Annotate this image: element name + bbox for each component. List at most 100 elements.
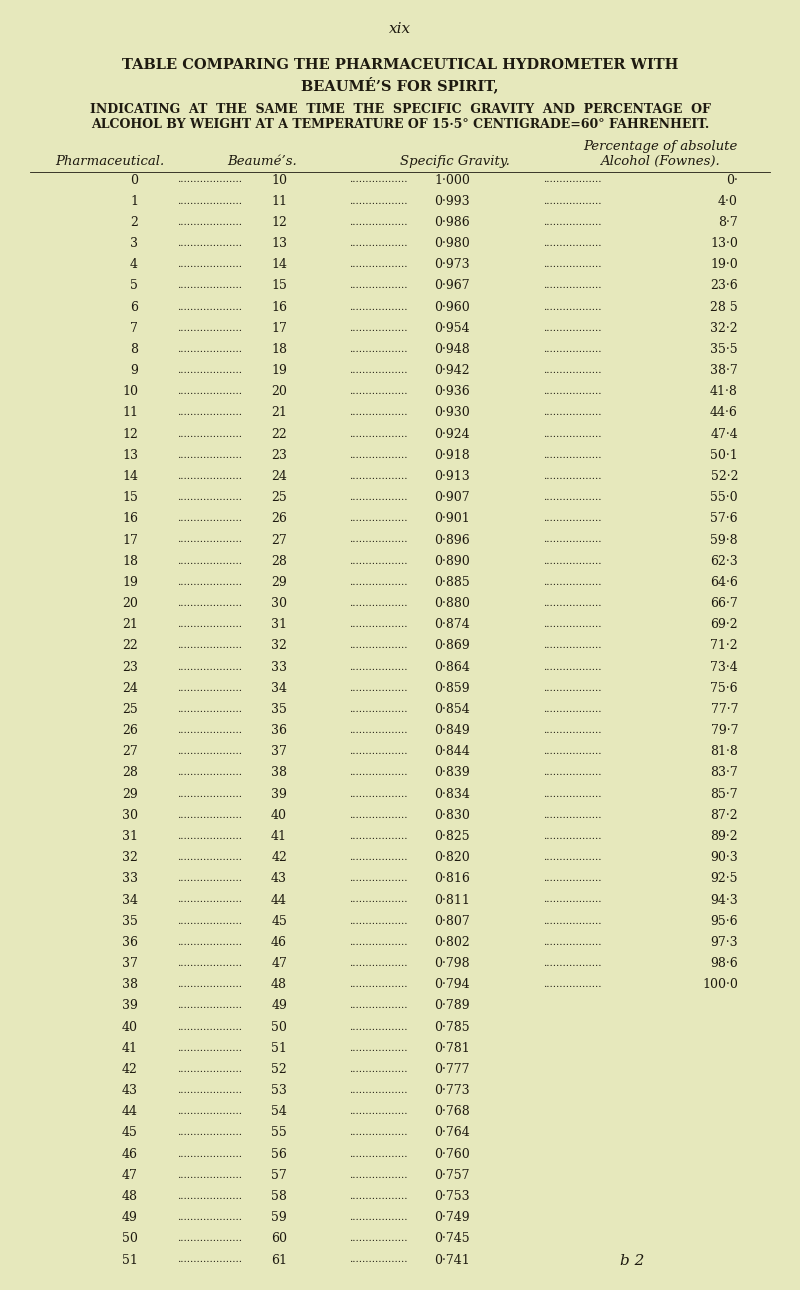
Text: 0·798: 0·798 bbox=[434, 957, 470, 970]
Text: 55: 55 bbox=[271, 1126, 287, 1139]
Text: ..................: .................. bbox=[542, 218, 602, 227]
Text: 36: 36 bbox=[271, 724, 287, 737]
Text: 12: 12 bbox=[122, 427, 138, 441]
Text: 0·930: 0·930 bbox=[434, 406, 470, 419]
Text: 31: 31 bbox=[271, 618, 287, 631]
Text: ....................: .................... bbox=[178, 1066, 242, 1073]
Text: ALCOHOL BY WEIGHT AT A TEMPERATURE OF 15·5° CENTIGRADE=60° FAHRENHEIT.: ALCOHOL BY WEIGHT AT A TEMPERATURE OF 15… bbox=[91, 117, 709, 132]
Text: ..................: .................. bbox=[542, 769, 602, 778]
Text: 0·811: 0·811 bbox=[434, 894, 470, 907]
Text: 23: 23 bbox=[122, 660, 138, 673]
Text: ..................: .................. bbox=[542, 663, 602, 672]
Text: ....................: .................... bbox=[178, 1129, 242, 1138]
Text: 5: 5 bbox=[130, 280, 138, 293]
Text: 50: 50 bbox=[122, 1232, 138, 1245]
Text: 47·4: 47·4 bbox=[710, 427, 738, 441]
Text: ..................: .................. bbox=[349, 578, 407, 587]
Text: ....................: .................... bbox=[178, 958, 242, 968]
Text: 22: 22 bbox=[271, 427, 287, 441]
Text: ..................: .................. bbox=[349, 387, 407, 396]
Text: 21: 21 bbox=[271, 406, 287, 419]
Text: 23·6: 23·6 bbox=[710, 280, 738, 293]
Text: 51: 51 bbox=[122, 1254, 138, 1267]
Text: ..................: .................. bbox=[349, 557, 407, 566]
Text: 81·8: 81·8 bbox=[710, 746, 738, 759]
Text: 15: 15 bbox=[271, 280, 287, 293]
Text: ....................: .................... bbox=[178, 938, 242, 947]
Text: ..................: .................. bbox=[542, 239, 602, 248]
Text: ....................: .................... bbox=[178, 1149, 242, 1158]
Text: 50·1: 50·1 bbox=[710, 449, 738, 462]
Text: ..................: .................. bbox=[542, 684, 602, 693]
Text: 89·2: 89·2 bbox=[710, 829, 738, 842]
Text: ....................: .................... bbox=[178, 663, 242, 672]
Text: 26: 26 bbox=[271, 512, 287, 525]
Text: 0·749: 0·749 bbox=[434, 1211, 470, 1224]
Text: ..................: .................. bbox=[349, 535, 407, 544]
Text: 31: 31 bbox=[122, 829, 138, 842]
Text: 43: 43 bbox=[271, 872, 287, 885]
Text: 55·0: 55·0 bbox=[710, 491, 738, 504]
Text: 30: 30 bbox=[122, 809, 138, 822]
Text: xix: xix bbox=[389, 22, 411, 36]
Text: 6: 6 bbox=[130, 301, 138, 313]
Text: 0·885: 0·885 bbox=[434, 575, 470, 588]
Text: 33: 33 bbox=[122, 872, 138, 885]
Text: 0·794: 0·794 bbox=[434, 978, 470, 991]
Text: 11: 11 bbox=[271, 195, 287, 208]
Text: ....................: .................... bbox=[178, 430, 242, 439]
Text: BEAUMÉ’S FOR SPIRIT,: BEAUMÉ’S FOR SPIRIT, bbox=[302, 76, 498, 93]
Text: 0·777: 0·777 bbox=[434, 1063, 470, 1076]
Text: 0·890: 0·890 bbox=[434, 555, 470, 568]
Text: ..................: .................. bbox=[349, 261, 407, 270]
Text: 27: 27 bbox=[271, 534, 287, 547]
Text: 30: 30 bbox=[271, 597, 287, 610]
Text: b 2: b 2 bbox=[620, 1254, 644, 1268]
Text: 52·2: 52·2 bbox=[710, 470, 738, 482]
Text: ....................: .................... bbox=[178, 450, 242, 459]
Text: 0·913: 0·913 bbox=[434, 470, 470, 482]
Text: 0·869: 0·869 bbox=[434, 640, 470, 653]
Text: Alcohol (Fownes).: Alcohol (Fownes). bbox=[600, 155, 720, 168]
Text: 28: 28 bbox=[122, 766, 138, 779]
Text: ..................: .................. bbox=[349, 726, 407, 735]
Text: 38: 38 bbox=[271, 766, 287, 779]
Text: ..................: .................. bbox=[542, 557, 602, 566]
Text: 42: 42 bbox=[271, 851, 287, 864]
Text: 0·918: 0·918 bbox=[434, 449, 470, 462]
Text: ..................: .................. bbox=[349, 1129, 407, 1138]
Text: Percentage of absolute: Percentage of absolute bbox=[583, 141, 737, 154]
Text: 0·830: 0·830 bbox=[434, 809, 470, 822]
Text: ....................: .................... bbox=[178, 261, 242, 270]
Text: 39: 39 bbox=[271, 788, 287, 801]
Text: 16: 16 bbox=[271, 301, 287, 313]
Text: 1·000: 1·000 bbox=[434, 173, 470, 187]
Text: 41: 41 bbox=[122, 1042, 138, 1055]
Text: ..................: .................. bbox=[349, 917, 407, 926]
Text: ..................: .................. bbox=[542, 641, 602, 650]
Text: 11: 11 bbox=[122, 406, 138, 419]
Text: ....................: .................... bbox=[178, 409, 242, 418]
Text: 0·901: 0·901 bbox=[434, 512, 470, 525]
Text: ..................: .................. bbox=[542, 853, 602, 862]
Text: ..................: .................. bbox=[542, 493, 602, 502]
Text: ..................: .................. bbox=[542, 450, 602, 459]
Text: Pharmaceutical.: Pharmaceutical. bbox=[55, 155, 165, 168]
Text: ..................: .................. bbox=[349, 344, 407, 353]
Text: 40: 40 bbox=[122, 1020, 138, 1033]
Text: ..................: .................. bbox=[349, 875, 407, 884]
Text: ..................: .................. bbox=[349, 1192, 407, 1201]
Text: 52: 52 bbox=[271, 1063, 287, 1076]
Text: TABLE COMPARING THE PHARMACEUTICAL HYDROMETER WITH: TABLE COMPARING THE PHARMACEUTICAL HYDRO… bbox=[122, 58, 678, 72]
Text: 32: 32 bbox=[271, 640, 287, 653]
Text: ..................: .................. bbox=[349, 303, 407, 312]
Text: 62·3: 62·3 bbox=[710, 555, 738, 568]
Text: ....................: .................... bbox=[178, 1086, 242, 1095]
Text: ....................: .................... bbox=[178, 789, 242, 799]
Text: 0·789: 0·789 bbox=[434, 1000, 470, 1013]
Text: 20: 20 bbox=[122, 597, 138, 610]
Text: 0·844: 0·844 bbox=[434, 746, 470, 759]
Text: ..................: .................. bbox=[349, 958, 407, 968]
Text: ....................: .................... bbox=[178, 578, 242, 587]
Text: 2: 2 bbox=[130, 215, 138, 228]
